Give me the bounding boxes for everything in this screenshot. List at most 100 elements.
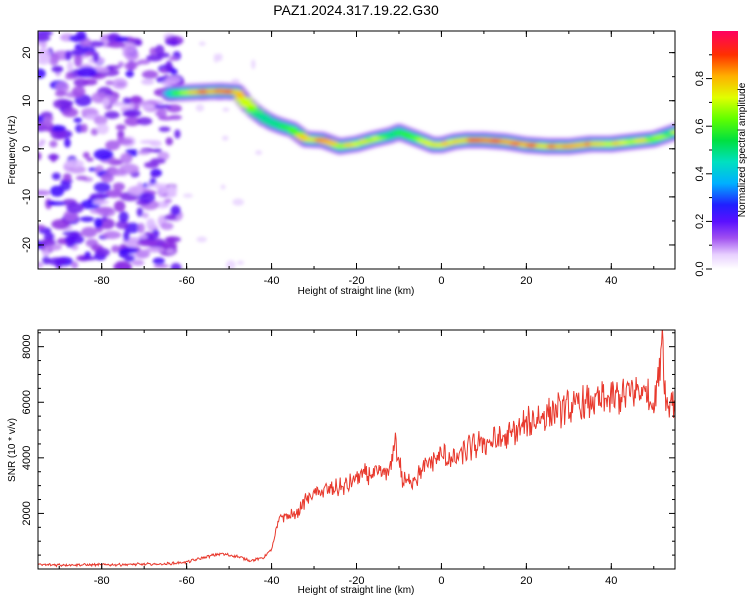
noise-blob xyxy=(38,120,54,132)
noise-blob xyxy=(141,212,149,219)
noise-blob xyxy=(115,124,127,131)
noise-blob xyxy=(65,71,74,77)
x-tick-label: -80 xyxy=(94,575,110,587)
noise-blob xyxy=(158,186,165,198)
noise-blob xyxy=(80,216,95,222)
y-tick-label: 0 xyxy=(21,146,33,152)
colorbar: 0.0 0.2 0.4 0.6 0.8 Normalized spectral ampl… xyxy=(694,31,748,277)
noise-blob xyxy=(153,104,172,109)
spectrogram-axes: -80 -60 -40 -20 0 20 40 -20 -10 0 10 20 xyxy=(21,31,675,287)
noise-blob xyxy=(136,117,153,126)
noise-blob xyxy=(40,238,56,246)
snr-panel: -80 -60 -40 -20 0 20 40 2000 4000 6000 8000 Height… xyxy=(7,329,676,596)
ridge-point xyxy=(233,97,253,102)
noise-blob xyxy=(116,36,129,42)
noise-blob xyxy=(87,40,105,48)
y-tick-label: 20 xyxy=(21,47,33,59)
noise-blob xyxy=(101,216,108,221)
noise-blob xyxy=(55,81,70,94)
snr-x-axis-label: Height of straight line (km) xyxy=(298,585,415,596)
noise-blob xyxy=(54,90,67,97)
noise-blob xyxy=(47,257,67,266)
noise-blob xyxy=(62,173,72,182)
noise-blob xyxy=(94,247,111,257)
y-tick-label: 4000 xyxy=(21,446,33,470)
noise-blobs xyxy=(38,31,264,269)
noise-blob xyxy=(74,94,92,107)
noise-blob xyxy=(123,254,135,263)
y-tick-label: 8000 xyxy=(21,334,33,358)
noise-blob xyxy=(222,107,230,112)
colorbar-tick-label: 0.6 xyxy=(694,119,706,134)
noise-blob xyxy=(118,211,129,223)
noise-blob xyxy=(100,173,114,183)
noise-blob xyxy=(70,49,87,56)
noise-blob xyxy=(81,226,98,238)
noise-blob xyxy=(102,97,110,108)
y-tick-label: 6000 xyxy=(21,390,33,414)
colorbar-tick-label: 0.8 xyxy=(694,71,706,86)
noise-blob xyxy=(136,181,143,193)
noise-blob xyxy=(86,157,94,162)
noise-blob xyxy=(38,142,45,148)
noise-blob xyxy=(60,181,72,191)
noise-blob xyxy=(62,230,80,236)
noise-blob xyxy=(170,68,178,75)
noise-blob xyxy=(121,262,132,269)
noise-blob xyxy=(142,103,155,110)
noise-blob xyxy=(156,107,167,119)
noise-blob xyxy=(38,261,44,269)
noise-blob xyxy=(113,200,126,212)
x-tick-label: 40 xyxy=(605,275,617,287)
noise-blob xyxy=(136,207,144,217)
noise-blob xyxy=(134,39,143,47)
noise-blob xyxy=(66,60,74,73)
x-tick-label: 0 xyxy=(438,275,444,287)
noise-blob xyxy=(141,70,159,79)
noise-blob xyxy=(38,48,48,54)
colorbar-gradient xyxy=(712,31,738,269)
noise-blob xyxy=(198,41,206,46)
colorbar-tick-label: 0.4 xyxy=(694,166,706,181)
noise-blob xyxy=(251,59,256,70)
noise-blob xyxy=(92,199,110,205)
noise-blob xyxy=(170,262,182,269)
y-tick-label: 10 xyxy=(21,95,33,107)
noise-blob xyxy=(120,152,133,164)
y-tick-label: 2000 xyxy=(21,501,33,525)
noise-blob xyxy=(38,34,51,42)
noise-blob xyxy=(154,44,165,56)
noise-blob xyxy=(222,135,229,141)
noise-blob xyxy=(49,125,66,132)
noise-blob xyxy=(146,181,160,188)
noise-blob xyxy=(122,111,138,117)
noise-blob xyxy=(158,116,174,121)
noise-blob xyxy=(167,184,176,194)
snr-axes: -80 -60 -40 -20 0 20 40 2000 4000 6000 8000 xyxy=(21,330,675,587)
noise-blob xyxy=(166,236,176,245)
noise-blob xyxy=(126,239,141,248)
noise-blob xyxy=(165,76,182,84)
noise-blob xyxy=(153,263,169,269)
noise-blob xyxy=(105,189,123,198)
noise-blob xyxy=(165,40,180,46)
noise-blob xyxy=(225,260,236,269)
noise-blob xyxy=(124,49,139,62)
noise-blob xyxy=(90,128,99,136)
noise-blob xyxy=(70,261,79,269)
noise-blob xyxy=(166,248,175,254)
x-tick-label: 0 xyxy=(438,575,444,587)
colorbar-tick-label: 0.0 xyxy=(694,261,706,276)
chart-title: PAZ1.2024.317.19.22.G30 xyxy=(273,2,439,18)
x-tick-label: -40 xyxy=(264,275,280,287)
noise-blob xyxy=(50,153,57,163)
noise-blob xyxy=(137,150,150,155)
snr-frame xyxy=(37,329,676,570)
noise-blob xyxy=(53,98,72,110)
noise-blob xyxy=(124,116,141,127)
noise-blob xyxy=(105,140,121,151)
noise-blob xyxy=(49,140,58,148)
noise-blob xyxy=(196,236,207,243)
snr-y-axis-label: SNR (10 * v/v) xyxy=(7,418,18,482)
noise-blob xyxy=(163,214,177,221)
